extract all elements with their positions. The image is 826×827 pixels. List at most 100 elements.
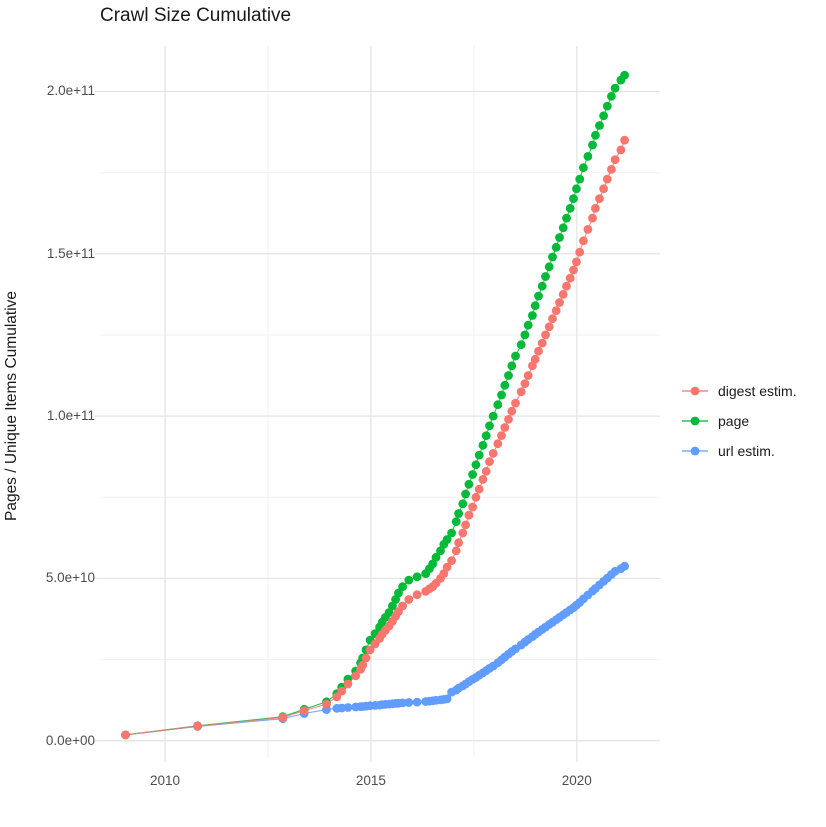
x-tick-label: 2020 (561, 773, 592, 788)
data-point-page (530, 301, 540, 311)
data-point-page (607, 91, 616, 101)
data-point-digest-estim- (572, 257, 581, 267)
legend-label: url estim. (718, 443, 775, 459)
data-point-page (523, 320, 533, 330)
data-point-digest-estim- (474, 484, 484, 494)
data-point-digest-estim- (322, 699, 331, 709)
data-point-digest-estim- (588, 213, 597, 223)
data-point-digest-estim- (591, 203, 600, 213)
data-point-digest-estim- (595, 194, 604, 204)
data-point-url-estim- (442, 694, 452, 704)
data-point-digest-estim- (299, 706, 309, 715)
data-point-page (565, 203, 575, 213)
data-point-digest-estim- (551, 306, 561, 315)
legend-item: digest estim. (681, 376, 797, 406)
data-point-digest-estim- (579, 236, 588, 246)
data-point-page (528, 311, 537, 320)
data-point-digest-estim- (447, 556, 456, 565)
data-point-digest-estim- (358, 660, 368, 670)
data-point-page (500, 380, 510, 390)
data-point-page (398, 582, 407, 591)
data-point-page (428, 559, 438, 569)
data-point-page (541, 272, 550, 281)
data-point-page (599, 111, 608, 121)
data-point-url-estim- (404, 698, 414, 707)
data-point-digest-estim- (278, 713, 288, 722)
x-tick-label: 2010 (150, 773, 181, 788)
data-point-digest-estim- (442, 562, 452, 572)
data-point-digest-estim- (548, 314, 557, 324)
y-tick-label: 2.0e+11 (46, 83, 95, 99)
data-point-url-estim- (343, 703, 353, 712)
data-point-page (575, 174, 585, 184)
data-point-digest-estim- (497, 431, 506, 440)
data-point-page (569, 194, 578, 204)
data-point-page (579, 163, 588, 173)
data-point-page (583, 152, 593, 161)
y-tick-label: 0.0e+00 (45, 732, 95, 748)
data-point-digest-estim- (616, 145, 626, 155)
data-point-page (412, 572, 422, 582)
legend-key-icon (682, 386, 708, 396)
data-point-page (591, 130, 600, 140)
data-point-digest-estim- (511, 398, 520, 408)
y-tick-label: 1.5e+11 (46, 245, 95, 261)
data-point-digest-estim- (351, 671, 361, 681)
data-point-page (504, 371, 513, 380)
data-point-digest-estim- (481, 466, 491, 476)
data-point-digest-estim- (569, 265, 578, 275)
data-point-page (464, 479, 474, 489)
data-point-page (558, 223, 568, 233)
data-point-digest-estim- (504, 415, 513, 424)
x-tick-label: 2015 (355, 773, 386, 788)
data-point-digest-estim- (583, 225, 593, 234)
data-point-page (384, 608, 394, 617)
data-point-page (485, 421, 494, 431)
legend-label: page (718, 413, 750, 429)
data-point-digest-estim- (439, 569, 449, 578)
data-point-digest-estim- (602, 174, 612, 184)
data-point-page (493, 400, 503, 410)
data-point-digest-estim- (530, 354, 540, 364)
data-point-page (562, 213, 571, 223)
data-point-digest-estim- (607, 165, 616, 174)
data-point-digest-estim- (485, 457, 494, 466)
data-point-digest-estim- (332, 692, 342, 702)
data-point-digest-estim- (599, 184, 608, 194)
data-point-page (537, 281, 547, 291)
data-point-digest-estim- (404, 595, 414, 604)
data-point-page (447, 528, 456, 538)
data-point-page (507, 361, 517, 371)
data-point-page (404, 575, 414, 585)
data-point-page (511, 351, 520, 361)
data-point-page (555, 233, 564, 242)
legend-item: url estim. (681, 436, 797, 466)
data-point-page (394, 588, 403, 598)
data-point-digest-estim- (610, 155, 620, 165)
data-point-page (497, 390, 506, 400)
legend: digest estim. page url estim. (681, 376, 797, 466)
data-point-digest-estim- (458, 528, 468, 538)
data-point-page (431, 552, 441, 562)
data-point-digest-estim- (488, 449, 498, 458)
data-point-page (610, 83, 620, 93)
data-point-page (548, 252, 557, 262)
data-point-digest-estim- (493, 439, 503, 449)
data-point-digest-estim- (361, 653, 371, 663)
data-point-digest-estim- (464, 510, 474, 520)
data-point-page (458, 499, 468, 509)
legend-key-icon (682, 446, 708, 456)
legend-label: digest estim. (718, 383, 797, 399)
chart-title: Crawl Size Cumulative (100, 5, 292, 26)
y-tick-label: 5.0e+10 (45, 570, 95, 586)
data-point-digest-estim- (365, 645, 375, 655)
data-point-page (620, 70, 629, 80)
data-point-digest-estim- (544, 322, 554, 332)
data-point-page (572, 184, 581, 194)
data-point-digest-estim- (620, 135, 629, 145)
data-point-url-estim- (412, 697, 422, 707)
data-point-page (602, 101, 612, 111)
data-point-page (481, 431, 491, 440)
data-point-digest-estim- (507, 406, 517, 416)
